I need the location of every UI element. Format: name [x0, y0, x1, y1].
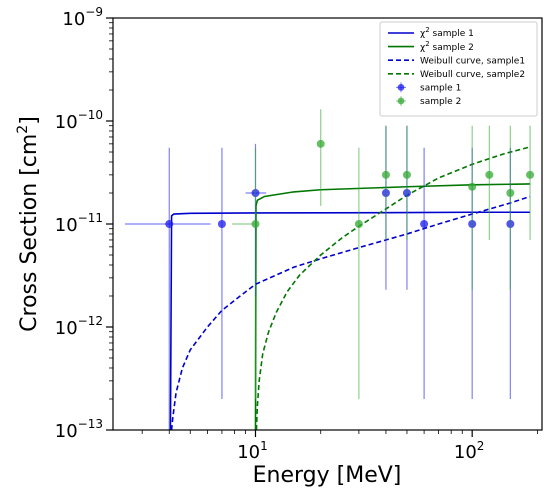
legend-label: Weibull curve, sample2 — [420, 70, 525, 80]
x-tick-label: 101 — [237, 439, 268, 463]
data-point — [420, 147, 429, 399]
y-tick-label: 10−9 — [62, 5, 103, 30]
series-line-0 — [169, 211, 531, 431]
point-marker — [526, 170, 535, 179]
legend-label: χ2 sample 1 — [420, 26, 474, 39]
point-marker — [468, 182, 477, 191]
legend-label: χ2 sample 2 — [420, 40, 474, 53]
y-axis-label-main: Cross Section [cm — [17, 134, 42, 332]
data-point — [232, 147, 260, 399]
legend-box — [379, 21, 538, 117]
point-marker — [402, 170, 411, 179]
legend-label: sample 1 — [420, 84, 461, 94]
data-point — [526, 125, 535, 240]
legend-label: Weibull curve, sample1 — [420, 56, 525, 66]
point-marker — [420, 220, 429, 228]
y-tick-label: 10−10 — [55, 108, 103, 133]
data-point — [506, 125, 515, 290]
data-points — [125, 109, 535, 430]
y-axis-label-sup: 2 — [15, 125, 31, 134]
legend-swatch — [396, 96, 406, 106]
data-point — [217, 147, 226, 399]
data-point — [381, 125, 390, 240]
legend-item: sample 2 — [396, 96, 461, 107]
legend-label: sample 2 — [420, 97, 461, 107]
y-tick-label: 10−12 — [55, 314, 103, 339]
series-line-2 — [170, 195, 531, 431]
point-marker — [217, 220, 226, 228]
x-tick-label: 102 — [454, 439, 485, 463]
point-marker — [251, 220, 260, 228]
y-axis-label-end: ] — [17, 116, 42, 125]
plot-content — [125, 109, 535, 431]
y-tick-label: 10−11 — [55, 211, 103, 236]
legend-item: sample 1 — [396, 82, 461, 94]
data-point — [468, 125, 477, 290]
point-marker — [165, 220, 174, 228]
legend-item: Weibull curve, sample2 — [388, 70, 525, 80]
legend-item: χ2 sample 2 — [388, 40, 474, 53]
point-marker — [485, 170, 494, 179]
legend-swatch — [396, 82, 406, 93]
y-tick-label: 10−13 — [55, 417, 103, 442]
legend-entries: χ2 sample 1χ2 sample 2 Weibull curve, sam… — [388, 26, 525, 107]
axis-ticks: 101 102 10−13 10−12 10−11 10−10 10−9 — [55, 5, 538, 463]
data-point — [316, 109, 325, 206]
series-line-3 — [255, 146, 531, 431]
data-point — [125, 147, 211, 430]
data-point — [402, 125, 411, 240]
legend: χ2 sample 1χ2 sample 2 Weibull curve, sam… — [379, 21, 538, 117]
series-lines — [169, 146, 531, 431]
series-line-1 — [254, 183, 531, 431]
point-marker — [506, 188, 515, 197]
data-point — [354, 147, 363, 399]
point-marker — [316, 139, 325, 148]
data-point — [485, 125, 494, 240]
y-axis-label: Cross Section [cm2] — [15, 116, 42, 332]
legend-item: Weibull curve, sample1 — [388, 56, 525, 66]
point-marker — [381, 170, 390, 179]
point-marker — [354, 220, 363, 228]
legend-item: χ2 sample 1 — [388, 26, 474, 39]
x-axis-label: Energy [MeV] — [253, 463, 402, 488]
